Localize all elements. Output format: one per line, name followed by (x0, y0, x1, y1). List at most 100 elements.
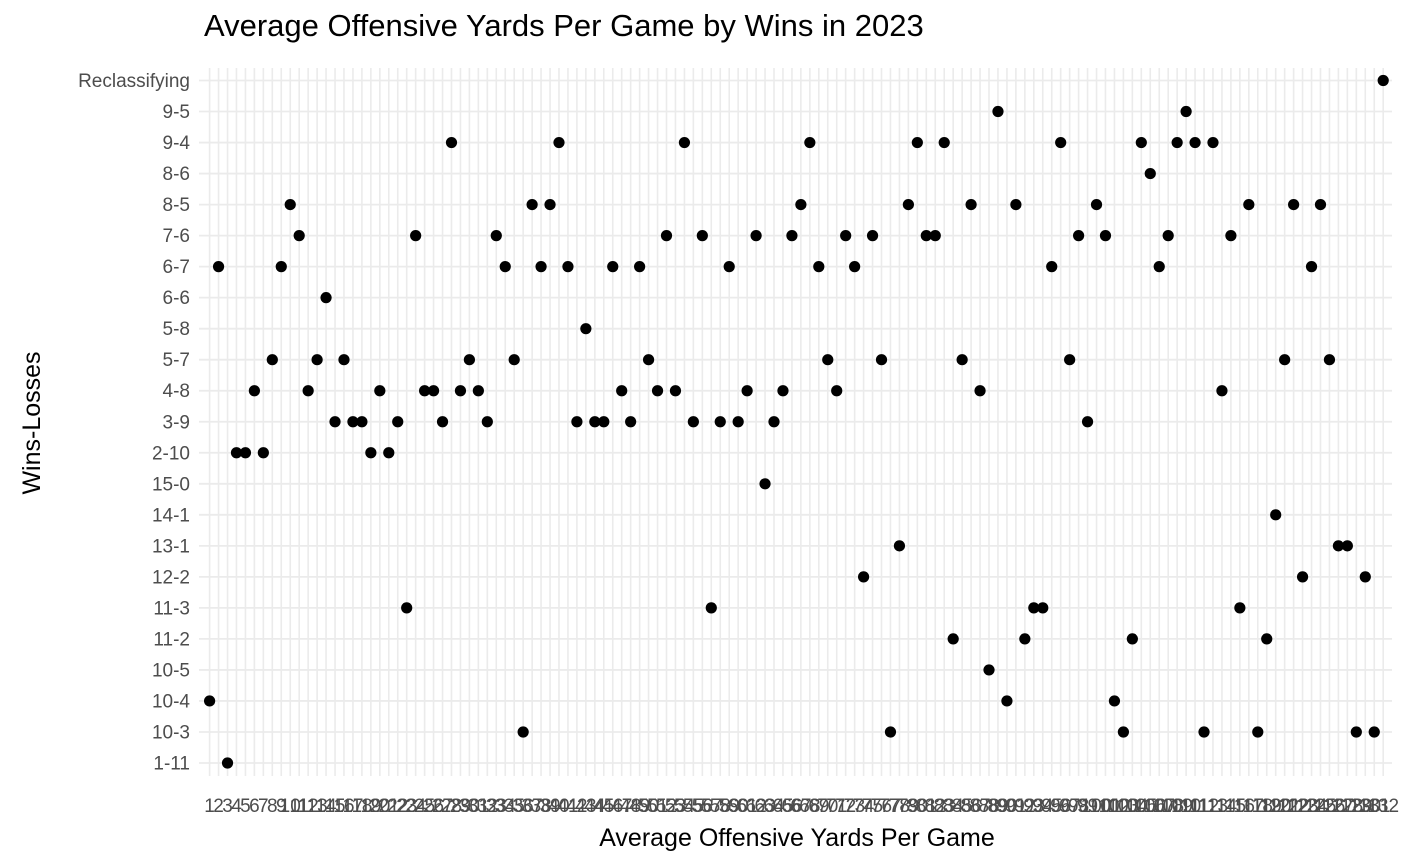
data-point (965, 198, 977, 211)
x-tick-label: 82 (925, 796, 946, 817)
x-tick-label: 76 (871, 796, 892, 817)
x-tick-label: 107 (1143, 796, 1175, 817)
x-tick-label: 52 (656, 796, 677, 817)
data-point (1288, 198, 1300, 211)
data-point (1090, 198, 1103, 211)
x-tick-label: 21 (378, 796, 399, 817)
x-tick-label: 22 (387, 796, 408, 817)
data-points (204, 74, 1389, 769)
data-point (1252, 726, 1264, 738)
x-tick-label: 41 (557, 796, 578, 817)
data-point (329, 416, 341, 428)
x-tick-label: 38 (530, 796, 551, 817)
x-tick-label: 109 (1161, 796, 1193, 817)
x-tick-label: 103 (1108, 796, 1140, 817)
data-point (212, 261, 225, 273)
x-tick-label: 97 (1059, 796, 1080, 817)
x-tick-label: 32 (477, 796, 498, 817)
x-tick-label: 127 (1323, 796, 1355, 817)
data-point (1243, 198, 1255, 211)
x-tick-label: 132 (1367, 796, 1399, 817)
y-tick-label: 8-6 (163, 164, 190, 185)
chart-title: Average Offensive Yards Per Game by Wins… (204, 8, 924, 43)
y-tick-label: 7-6 (163, 226, 190, 247)
x-tick-label: 69 (808, 796, 829, 817)
y-tick-label: 10-5 (152, 660, 190, 681)
data-point (1314, 198, 1327, 211)
data-point (275, 261, 287, 273)
x-tick-label: 18 (351, 796, 372, 817)
x-tick-label: 67 (790, 796, 811, 817)
data-point (1162, 230, 1174, 242)
data-point (338, 354, 350, 366)
data-point (427, 385, 440, 397)
data-point (239, 447, 252, 459)
data-point (741, 385, 753, 397)
data-point (866, 230, 879, 242)
x-tick-label: 51 (647, 796, 668, 817)
x-tick-label: 125 (1305, 796, 1337, 817)
x-tick-label: 20 (369, 796, 390, 817)
y-tick-label: 13-1 (152, 536, 190, 557)
data-point (472, 385, 484, 397)
data-point (678, 136, 691, 149)
y-tick-label: 12-2 (152, 567, 190, 588)
x-tick-label: 55 (683, 796, 704, 817)
data-point (544, 198, 556, 211)
x-tick-label: 64 (763, 796, 785, 817)
data-point (1234, 602, 1246, 614)
x-tick-label: 112 (1189, 796, 1219, 817)
data-point (419, 385, 431, 397)
y-tick-label: 6-7 (163, 257, 190, 278)
data-point (705, 602, 717, 614)
y-tick-label: 15-0 (152, 474, 190, 495)
data-point (902, 198, 914, 211)
data-point (831, 385, 843, 397)
data-point (723, 261, 735, 273)
data-point (571, 416, 583, 428)
data-point (374, 385, 386, 397)
x-tick-label: 110 (1171, 796, 1201, 817)
data-point (481, 416, 493, 428)
x-tick-label: 72 (835, 796, 856, 817)
x-tick-label: 13 (307, 796, 328, 817)
data-point (248, 385, 260, 397)
data-point (607, 261, 619, 273)
data-point (1135, 136, 1147, 149)
data-point (1359, 571, 1371, 583)
data-point (580, 323, 592, 335)
x-tick-label: 4 (231, 796, 242, 817)
x-tick-label: 111 (1181, 796, 1210, 817)
x-tick-label: 48 (620, 796, 641, 817)
data-point (1081, 416, 1094, 428)
x-tick-label: 121 (1269, 796, 1301, 817)
x-tick-label: 56 (692, 796, 713, 817)
x-tick-label: 87 (969, 796, 990, 817)
data-point (257, 447, 269, 459)
data-point (1055, 136, 1067, 149)
x-tick-label: 108 (1152, 796, 1184, 817)
data-point (759, 478, 771, 490)
y-tick-label: 10-4 (152, 691, 190, 712)
x-tick-label: 75 (862, 796, 883, 817)
x-tick-label: 45 (593, 796, 614, 817)
x-tick-label: 33 (486, 796, 507, 817)
x-tick-label: 123 (1287, 796, 1319, 817)
x-tick-label: 60 (728, 796, 749, 817)
x-tick-label: 114 (1207, 796, 1238, 817)
x-tick-label: 105 (1125, 796, 1157, 817)
data-point (642, 354, 655, 366)
data-point (1216, 385, 1228, 397)
data-point (508, 354, 520, 366)
y-tick-label: 4-8 (163, 381, 190, 402)
data-point (884, 726, 897, 738)
data-point (687, 416, 699, 428)
data-point (857, 571, 870, 583)
x-tick-label: 49 (629, 796, 650, 817)
data-point (1180, 105, 1192, 118)
data-point (499, 261, 511, 273)
data-point (795, 198, 807, 211)
x-tick-label: 40 (548, 796, 569, 817)
x-tick-label: 78 (889, 796, 910, 817)
data-point (517, 726, 529, 738)
